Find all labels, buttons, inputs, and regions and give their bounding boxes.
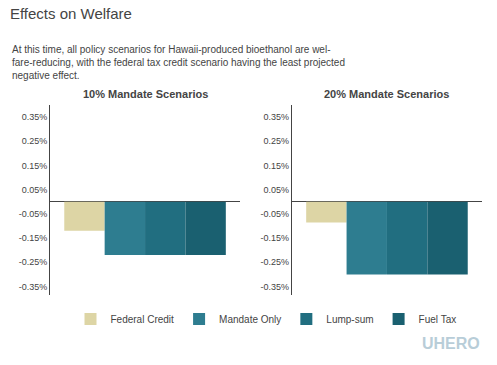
svg-text:Federal Credit: Federal Credit (111, 314, 175, 325)
svg-text:-0.15%: -0.15% (19, 233, 48, 243)
svg-text:-0.05%: -0.05% (19, 209, 48, 219)
svg-text:Mandate Only: Mandate Only (219, 314, 281, 325)
svg-text:-0.25%: -0.25% (19, 257, 48, 267)
svg-text:0.25%: 0.25% (264, 136, 290, 146)
svg-text:-0.35%: -0.35% (19, 282, 48, 292)
svg-text:0.35%: 0.35% (22, 112, 48, 122)
svg-text:0.35%: 0.35% (264, 112, 290, 122)
svg-text:0.15%: 0.15% (264, 161, 290, 171)
svg-text:20% Mandate Scenarios: 20% Mandate Scenarios (324, 88, 449, 100)
svg-text:-0.25%: -0.25% (261, 257, 290, 267)
svg-text:Lump-sum: Lump-sum (326, 314, 373, 325)
svg-text:0.25%: 0.25% (22, 136, 48, 146)
svg-text:0.05%: 0.05% (264, 185, 290, 195)
svg-text:-0.15%: -0.15% (261, 233, 290, 243)
svg-text:-0.35%: -0.35% (261, 282, 290, 292)
svg-text:UHERO: UHERO (422, 335, 480, 352)
svg-text:At this time, all policy scena: At this time, all policy scenarios for H… (12, 44, 345, 81)
svg-text:-0.05%: -0.05% (261, 209, 290, 219)
svg-text:0.05%: 0.05% (22, 185, 48, 195)
svg-text:10% Mandate Scenarios: 10% Mandate Scenarios (83, 88, 208, 100)
svg-text:Effects on Welfare: Effects on Welfare (10, 5, 132, 22)
svg-text:0.15%: 0.15% (22, 161, 48, 171)
svg-text:Fuel Tax: Fuel Tax (419, 314, 457, 325)
